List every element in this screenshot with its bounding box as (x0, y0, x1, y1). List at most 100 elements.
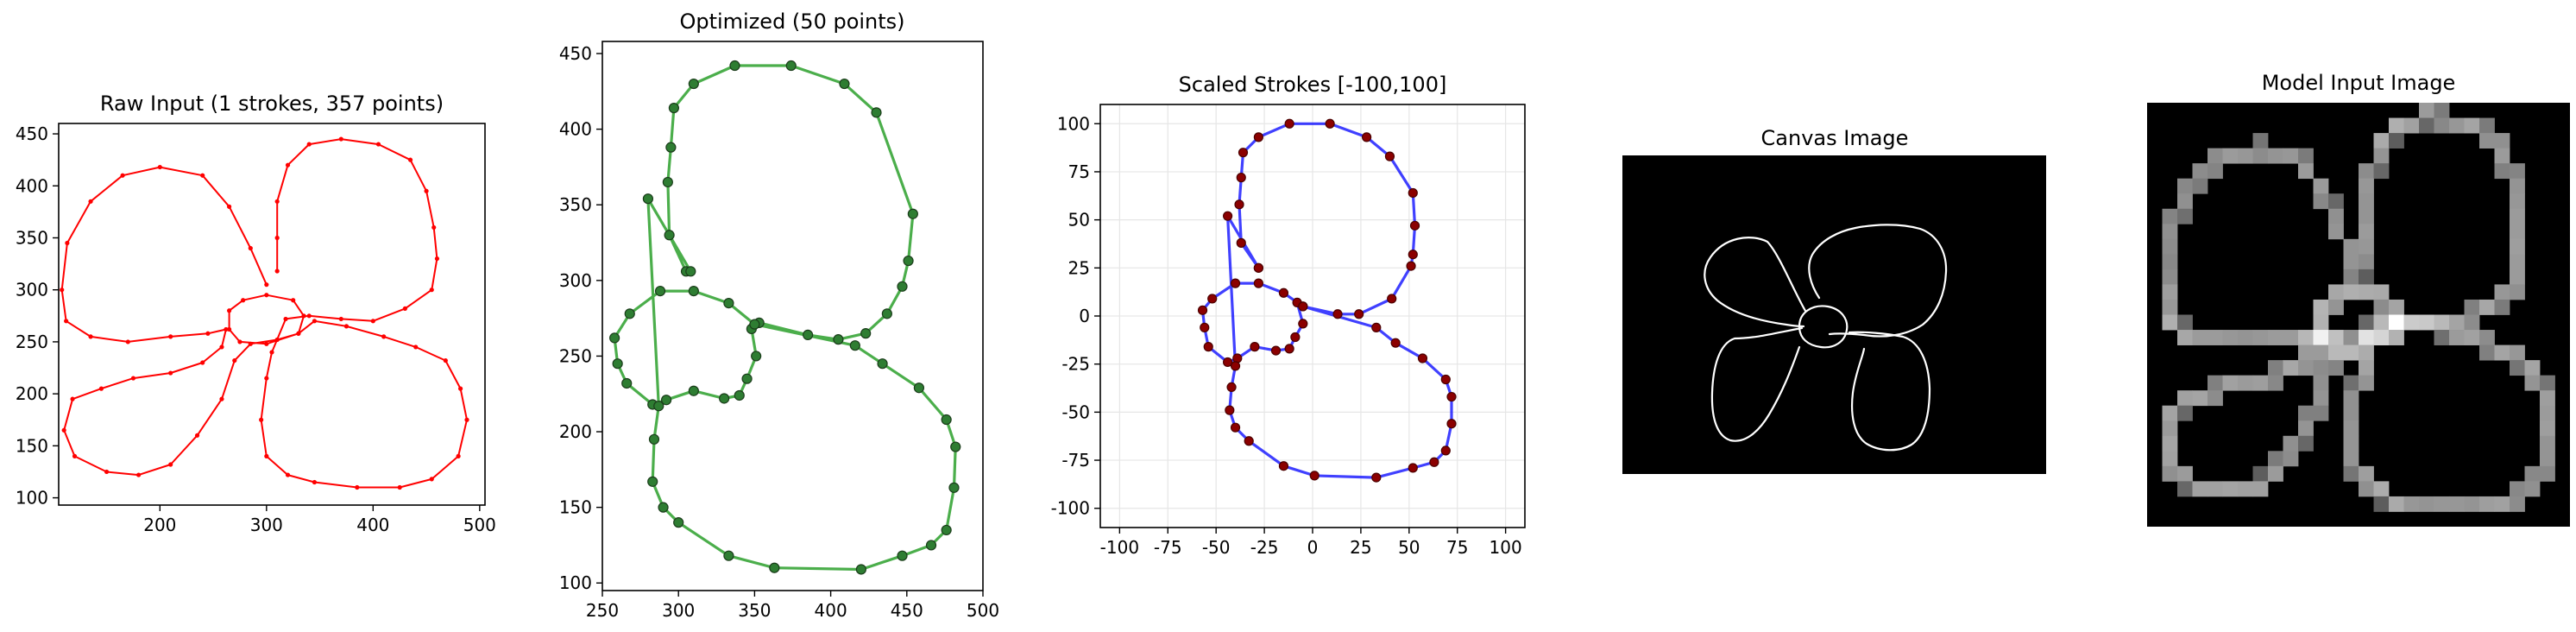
canvas-image-drawing (1704, 224, 1948, 452)
y-tick-label: 300 (16, 280, 48, 300)
data-point (269, 350, 274, 355)
data-point (1408, 463, 1418, 473)
data-point (871, 107, 882, 118)
data-point (61, 427, 66, 433)
y-tick-label: 100 (16, 488, 48, 509)
heatmap-cell (2252, 148, 2269, 164)
data-point (219, 396, 224, 401)
heatmap-cell (2373, 314, 2390, 331)
heatmap-cell (2510, 360, 2525, 376)
canvas-stroke-center-circle (1798, 305, 1849, 349)
heatmap-cell (2343, 420, 2359, 437)
data-point (283, 316, 288, 322)
data-point (803, 329, 814, 341)
heatmap-cell (2192, 178, 2208, 194)
panel-scaled-strokes: Scaled Strokes [-100,100] -100 -75 -50 -25 0… (1051, 73, 1526, 558)
data-point (375, 142, 381, 147)
data-point (907, 208, 918, 219)
heatmap-cell (2373, 284, 2390, 300)
data-point (719, 393, 730, 404)
heatmap-cell (2464, 314, 2480, 331)
heatmap-cell (2359, 375, 2374, 391)
heatmap-cell (2403, 314, 2420, 331)
heatmap-cell (2464, 330, 2480, 345)
y-tick-label: 150 (559, 497, 592, 518)
x-tick-label: -75 (1154, 537, 1182, 558)
data-point (248, 341, 253, 346)
data-point (653, 401, 664, 412)
model-input-image-pixels (2162, 103, 2555, 512)
data-point (612, 358, 623, 370)
heatmap-cell (2373, 496, 2390, 512)
data-point (1226, 382, 1237, 393)
y-tick-label: 400 (559, 119, 592, 140)
data-point (120, 173, 125, 178)
heatmap-cell (2389, 299, 2404, 315)
heatmap-cell (2464, 117, 2480, 134)
x-tick-label: 250 (586, 600, 619, 621)
data-point (1250, 342, 1260, 352)
y-tick-label: 200 (16, 383, 48, 404)
heatmap-cell (2208, 481, 2223, 497)
data-point (897, 281, 908, 292)
heatmap-cell (2510, 496, 2525, 512)
data-point (104, 469, 110, 475)
heatmap-cell (2208, 148, 2223, 164)
data-point (1390, 338, 1401, 348)
heatmap-cell (2298, 405, 2314, 421)
heatmap-cell (2283, 435, 2299, 452)
data-point (88, 199, 93, 204)
data-point (1222, 357, 1233, 368)
heatmap-cell (2177, 465, 2193, 482)
data-point (1332, 309, 1343, 319)
data-point (355, 484, 360, 490)
heatmap-cell (2268, 375, 2283, 391)
data-point (1253, 132, 1263, 142)
data-point (224, 326, 229, 332)
data-point (259, 417, 264, 422)
heatmap-cell (2510, 224, 2525, 240)
data-point (227, 308, 232, 313)
data-point (624, 308, 635, 319)
heatmap-cell (2343, 284, 2359, 300)
y-tick-label: 150 (16, 435, 48, 456)
heatmap-cell (2359, 344, 2374, 361)
data-point (291, 298, 296, 303)
data-point (1236, 237, 1246, 248)
data-point (1362, 132, 1372, 142)
heatmap-cell (2359, 330, 2374, 345)
heatmap-cell (2162, 208, 2178, 224)
data-point (338, 316, 343, 322)
data-point (285, 472, 291, 477)
heatmap-cell (2479, 117, 2495, 134)
data-point (1446, 391, 1457, 402)
x-tick-label: 400 (815, 600, 847, 621)
data-point (658, 502, 669, 513)
data-point (1278, 288, 1289, 298)
heatmap-cell (2373, 148, 2390, 164)
heatmap-cell (2313, 405, 2329, 421)
heatmap-cell (2373, 481, 2390, 497)
optimized-plot-area: 250 300 350 400 450 500 100 150 200 250 300 350 400 4… (559, 43, 999, 621)
data-point (205, 331, 211, 336)
heatmap-cell (2449, 117, 2465, 134)
data-point (434, 256, 440, 262)
data-point (749, 319, 760, 330)
data-point (913, 382, 925, 394)
data-point (941, 524, 952, 536)
heatmap-cell (2208, 163, 2223, 180)
data-point (877, 358, 888, 370)
data-point (264, 376, 269, 381)
heatmap-cell (2177, 481, 2193, 497)
data-point (685, 266, 696, 277)
y-tick-label: 250 (16, 332, 48, 352)
data-point (1230, 422, 1241, 433)
heatmap-cell (2359, 208, 2374, 224)
heatmap-cell (2298, 420, 2314, 437)
y-tick-label: 0 (1079, 306, 1090, 326)
data-point (429, 477, 434, 482)
data-point (1284, 118, 1294, 129)
data-point (397, 484, 402, 490)
heatmap-cell (2479, 330, 2495, 345)
